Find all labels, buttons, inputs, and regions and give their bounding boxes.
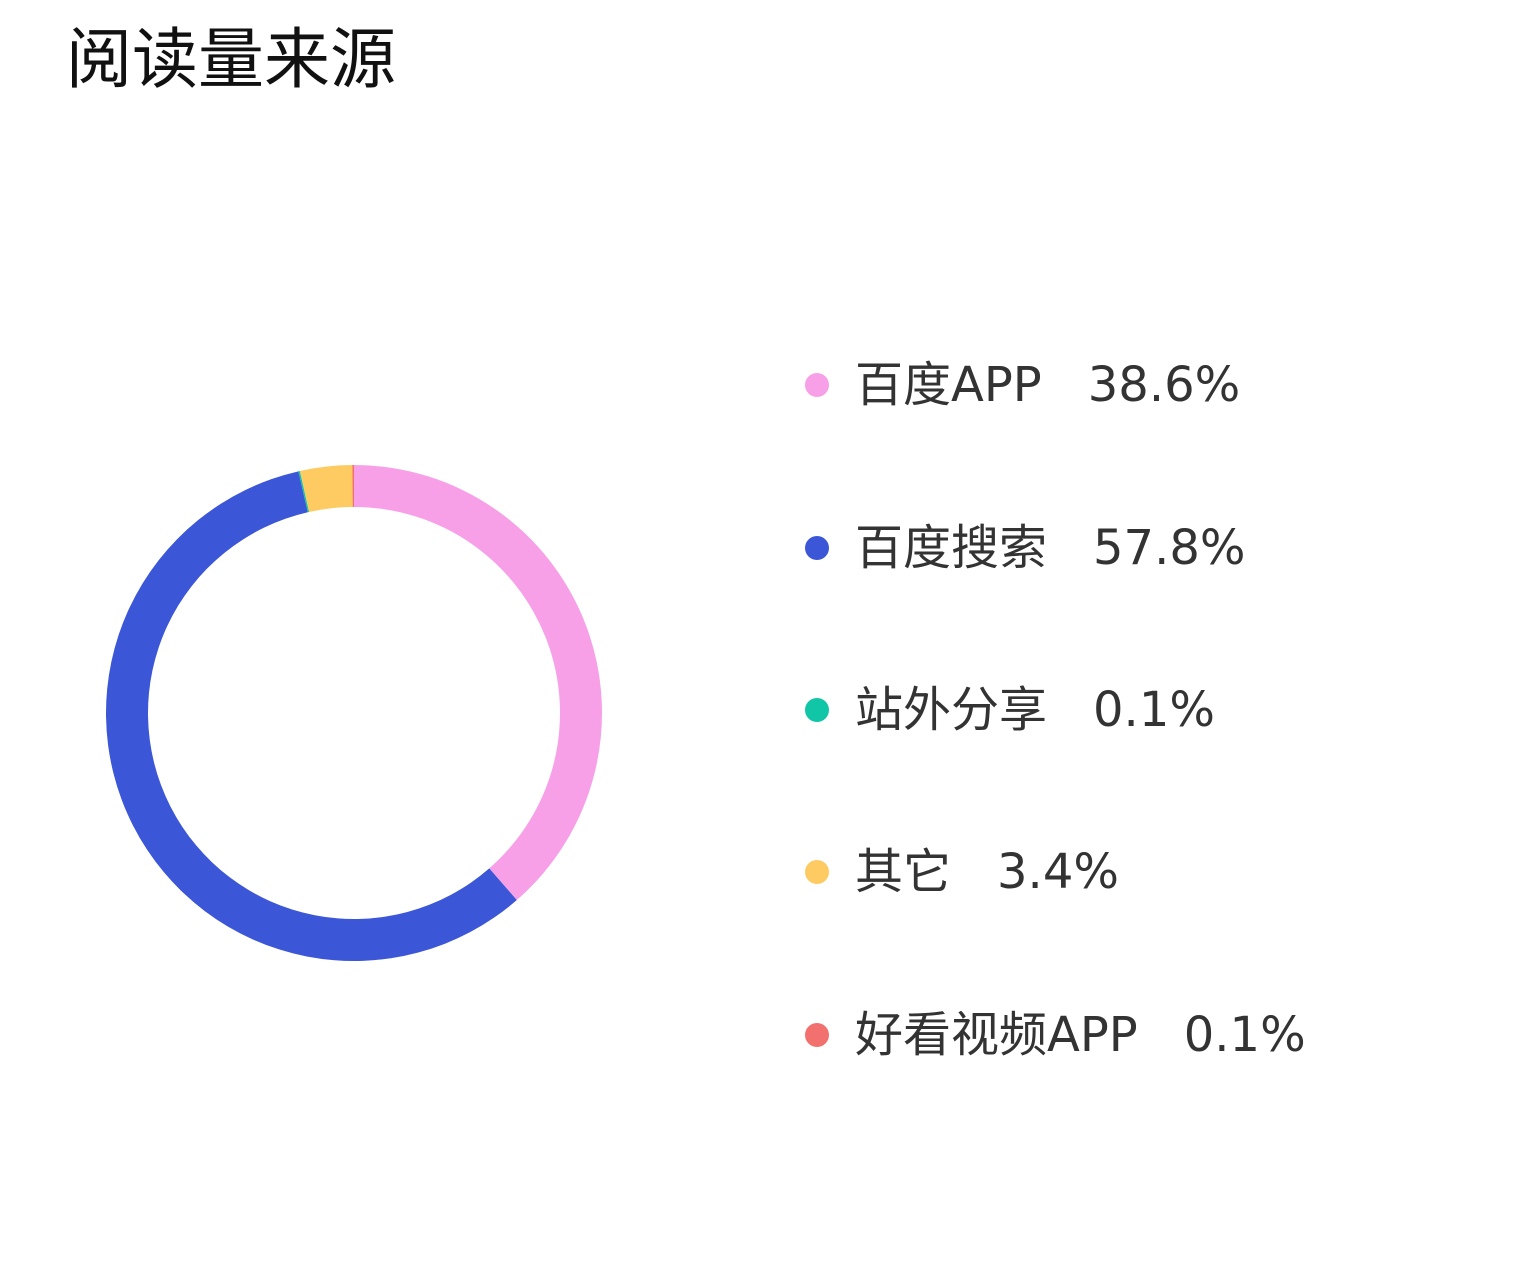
legend-dot-icon xyxy=(805,536,829,560)
legend-dot-icon xyxy=(805,698,829,722)
donut-slice-0 xyxy=(354,465,602,901)
chart-title: 阅读量来源 xyxy=(66,21,396,98)
legend-item: 站外分享 0.1% xyxy=(805,665,1215,755)
donut-slice-2 xyxy=(298,470,310,513)
legend-dot-icon xyxy=(805,860,829,884)
legend-item: 其它 3.4% xyxy=(805,827,1119,917)
legend-value: 38.6% xyxy=(1087,357,1241,413)
legend-dot-icon xyxy=(805,373,829,397)
legend-value: 57.8% xyxy=(1093,520,1246,576)
donut-chart xyxy=(0,0,760,1280)
legend-label: 百度搜索 xyxy=(855,520,1048,576)
legend-dot-icon xyxy=(805,1023,829,1047)
legend-item: 百度APP 38.6% xyxy=(805,340,1240,430)
legend-label: 站外分享 xyxy=(855,682,1048,738)
donut-slice-3 xyxy=(299,465,353,512)
legend-label: 其它 xyxy=(855,844,952,900)
legend-item: 百度搜索 57.8% xyxy=(805,503,1246,593)
legend-label: 好看视频APP xyxy=(855,1007,1138,1063)
donut-slice-4 xyxy=(352,465,354,508)
legend-value: 0.1% xyxy=(1093,682,1215,738)
legend-item: 好看视频APP 0.1% xyxy=(805,990,1306,1080)
legend-value: 3.4% xyxy=(997,844,1119,900)
legend-value: 0.1% xyxy=(1183,1007,1306,1063)
donut-svg xyxy=(105,465,602,961)
donut-slice-1 xyxy=(105,471,517,961)
legend-label: 百度APP xyxy=(855,357,1042,413)
